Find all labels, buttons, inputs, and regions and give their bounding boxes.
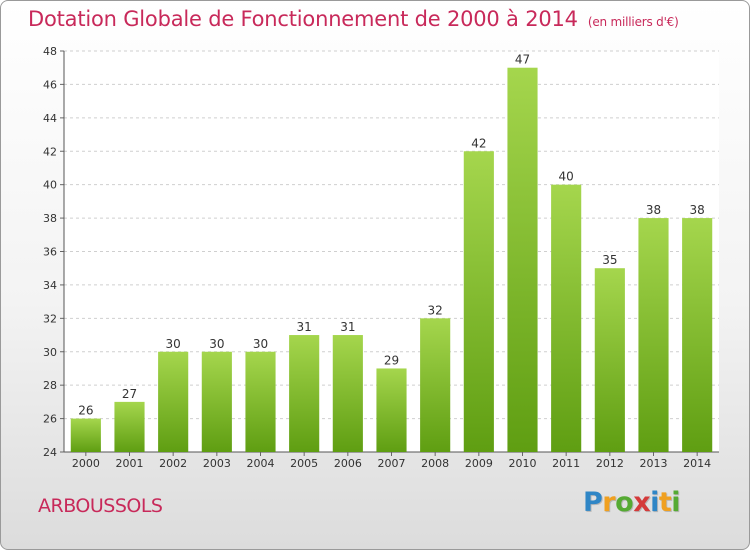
y-tick-label: 32 [43, 312, 57, 325]
y-tick-label: 26 [43, 413, 57, 426]
place-name: ARBOUSSOLS [38, 495, 163, 517]
x-tick-label: 2004 [247, 457, 275, 470]
x-tick-label: 2009 [465, 457, 493, 470]
y-tick-label: 48 [43, 45, 57, 58]
y-tick-label: 34 [43, 279, 57, 292]
bar [420, 318, 451, 452]
data-label: 30 [209, 337, 224, 351]
bar [332, 335, 363, 452]
x-tick-label: 2002 [159, 457, 187, 470]
x-tick-label: 2007 [378, 457, 406, 470]
y-tick-label: 38 [43, 212, 57, 225]
bar [70, 418, 101, 452]
brand-letter: r [602, 487, 616, 518]
data-label: 30 [253, 337, 268, 351]
x-tick-label: 2011 [552, 457, 580, 470]
x-tick-label: 2014 [683, 457, 711, 470]
chart-title: Dotation Globale de Fonctionnement de 20… [28, 7, 679, 31]
bar [507, 67, 538, 452]
x-tick-label: 2001 [116, 457, 144, 470]
brand-letter: P [583, 487, 603, 518]
data-label: 35 [602, 253, 617, 267]
y-tick-label: 46 [43, 78, 57, 91]
x-tick-label: 2013 [640, 457, 668, 470]
bar [638, 218, 669, 452]
data-label: 38 [690, 203, 705, 217]
y-tick-label: 36 [43, 246, 57, 259]
y-tick-label: 40 [43, 179, 57, 192]
bar [289, 335, 320, 452]
brand-letter: i [650, 487, 659, 518]
data-label: 26 [78, 404, 93, 418]
data-label: 42 [471, 136, 486, 150]
brand-letter: t [658, 487, 672, 518]
data-label: 40 [559, 170, 574, 184]
data-label: 31 [297, 320, 312, 334]
x-tick-label: 2010 [509, 457, 537, 470]
bar [376, 368, 407, 452]
x-tick-label: 2008 [421, 457, 449, 470]
x-tick-label: 2006 [334, 457, 362, 470]
y-tick-label: 44 [43, 112, 57, 125]
x-tick-label: 2003 [203, 457, 231, 470]
x-tick-label: 2012 [596, 457, 624, 470]
bar [201, 351, 232, 452]
bar [463, 151, 494, 452]
bar [682, 218, 713, 452]
data-label: 32 [428, 303, 443, 317]
bar [114, 401, 145, 452]
data-label: 27 [122, 387, 137, 401]
brand-letter: o [615, 487, 634, 518]
x-tick-label: 2000 [72, 457, 100, 470]
y-tick-label: 30 [43, 346, 57, 359]
brand-letter: x [633, 487, 651, 518]
data-label: 29 [384, 353, 399, 367]
brand-logo: Proxiti [583, 487, 681, 518]
bar [551, 184, 582, 452]
x-tick-label: 2005 [290, 457, 318, 470]
bar [158, 351, 189, 452]
y-tick-label: 24 [43, 446, 57, 459]
unit-note: (en milliers d'€) [587, 15, 679, 29]
y-tick-label: 42 [43, 145, 57, 158]
brand-letter: i [671, 487, 681, 518]
data-label: 38 [646, 203, 661, 217]
y-tick-label: 28 [43, 379, 57, 392]
bar [245, 351, 276, 452]
chart-title-text: Dotation Globale de Fonctionnement de 20… [28, 7, 578, 31]
bar [594, 268, 625, 452]
data-label: 47 [515, 53, 530, 67]
data-label: 31 [340, 320, 355, 334]
data-label: 30 [166, 337, 181, 351]
